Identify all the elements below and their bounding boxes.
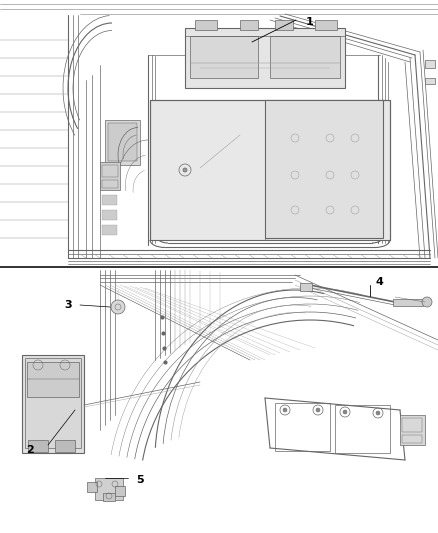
Bar (22, 355, 84, 453)
Bar (185, 28, 345, 88)
Bar (393, 299, 423, 306)
Text: 1: 1 (306, 17, 314, 27)
Bar (102, 195, 117, 205)
Bar (402, 435, 422, 443)
Bar (240, 20, 258, 30)
Bar (100, 162, 120, 190)
Bar (28, 440, 48, 452)
Circle shape (111, 300, 125, 314)
Bar (150, 100, 390, 240)
Circle shape (316, 408, 320, 412)
Bar (25, 358, 81, 448)
Bar (402, 418, 422, 432)
Circle shape (318, 168, 322, 172)
Bar (102, 180, 118, 188)
Bar (190, 36, 258, 78)
Bar (270, 36, 340, 78)
Circle shape (283, 408, 287, 412)
Text: 2: 2 (26, 445, 34, 455)
Circle shape (376, 411, 380, 415)
Bar (315, 20, 337, 30)
Circle shape (422, 297, 432, 307)
Bar (108, 123, 137, 161)
Circle shape (348, 168, 352, 172)
Bar (102, 165, 118, 177)
Bar (0, 0, 438, 267)
Bar (425, 60, 435, 68)
Bar (95, 478, 123, 500)
Bar (275, 20, 293, 30)
Bar (400, 415, 425, 445)
Circle shape (183, 168, 187, 172)
Bar (0, 270, 438, 533)
Bar (27, 362, 79, 397)
Text: 5: 5 (136, 475, 144, 485)
Bar (115, 486, 125, 496)
Bar (300, 283, 312, 291)
Bar (103, 493, 115, 501)
Bar (275, 403, 330, 451)
Bar (265, 100, 383, 238)
Bar (425, 78, 435, 84)
Circle shape (343, 410, 347, 414)
Text: 3: 3 (64, 300, 72, 310)
Bar (55, 440, 75, 452)
Bar (335, 405, 390, 453)
Text: 4: 4 (375, 277, 383, 287)
Bar (105, 120, 140, 165)
Bar (102, 210, 117, 220)
Bar (102, 225, 117, 235)
Bar (195, 20, 217, 30)
Bar (87, 482, 97, 492)
